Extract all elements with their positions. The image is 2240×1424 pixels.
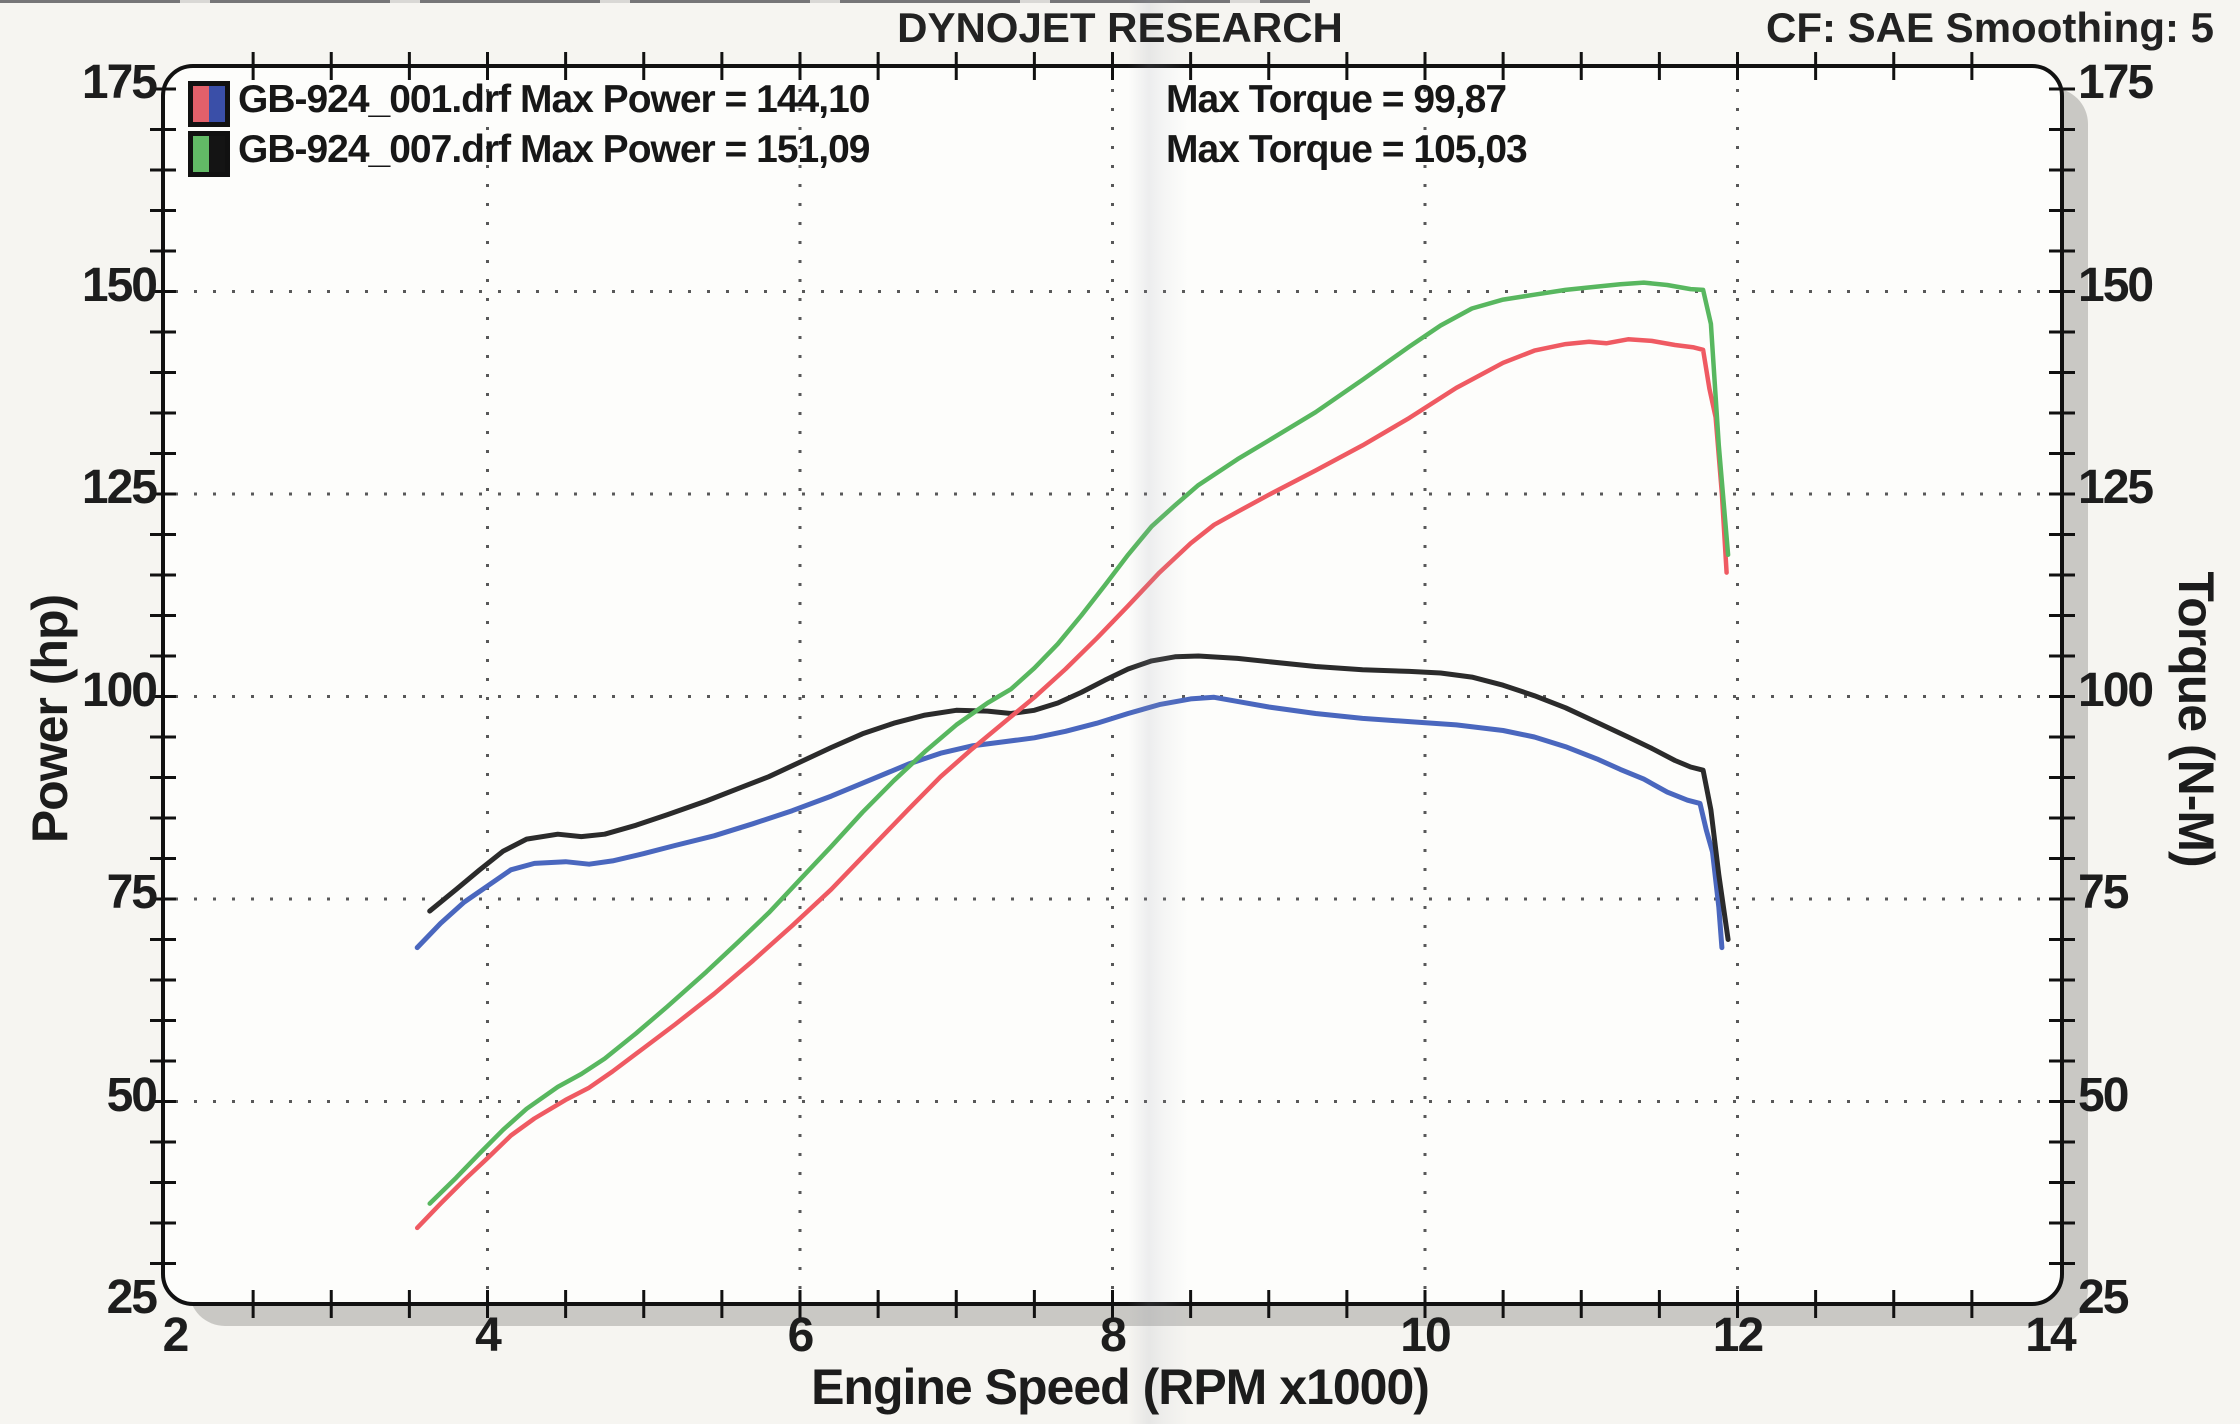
- legend-swatch-run007: [188, 131, 230, 177]
- left-axis-title: Power (hp): [22, 594, 78, 844]
- legend-swatch-run001: [188, 81, 230, 127]
- right-axis-tick-label-100: 100: [2078, 663, 2154, 717]
- swatch-power-color-run007: [193, 136, 209, 172]
- x-axis-title: Engine Speed (RPM x1000): [811, 1359, 1430, 1415]
- axis-ticks: [150, 52, 2075, 1318]
- swatch-torque-color-run001: [209, 86, 225, 122]
- legend-label-run001: GB-924_001.drf Max Power = 144,10: [238, 78, 870, 121]
- x-axis-tick-label-10: 10: [1400, 1309, 1451, 1362]
- right-axis-tick-label-50: 50: [2078, 1068, 2129, 1122]
- left-axis-tick-label-50: 50: [106, 1068, 158, 1122]
- left-axis-tick-label-25: 25: [106, 1271, 158, 1324]
- left-axis-tick-label-75: 75: [106, 866, 158, 919]
- x-axis-tick-label-12: 12: [1712, 1309, 1764, 1362]
- right-axis-tick-label-175: 175: [2078, 56, 2154, 109]
- x-axis-tick-label-6: 6: [787, 1309, 815, 1362]
- right-axis-tick-label-75: 75: [2078, 866, 2129, 919]
- legend-torque-run001: Max Torque = 99,87: [1166, 78, 1507, 121]
- x-axis-tick-label-8: 8: [1100, 1309, 1127, 1362]
- left-axis-tick-label-125: 125: [81, 461, 158, 514]
- x-axis-tick-label-4: 4: [475, 1309, 502, 1362]
- left-axis-tick-label-150: 150: [81, 258, 158, 312]
- legend-label-run007: GB-924_007.drf Max Power = 151,09: [238, 128, 870, 171]
- scan-page-edge-artifact: [0, 0, 1310, 3]
- swatch-torque-color-run007: [209, 136, 225, 172]
- legend-row-run007: GB-924_007.drf Max Power = 151,09 Max To…: [188, 128, 1938, 178]
- right-axis-title: Torque (N-M): [2168, 571, 2224, 867]
- chart-title: DYNOJET RESEARCH: [897, 4, 1343, 51]
- legend-row-run001: GB-924_001.drf Max Power = 144,10 Max To…: [188, 78, 1938, 128]
- curve-gb-924-001-power-hp-: [414, 337, 1729, 1231]
- correction-smoothing-info: CF: SAE Smoothing: 5: [1766, 4, 2214, 51]
- legend-torque-run007: Max Torque = 105,03: [1166, 128, 1528, 171]
- left-axis-tick-label-175: 175: [81, 56, 158, 109]
- curve-gb-924-007-torque-n-m-: [427, 653, 1731, 942]
- right-axis-tick-label-25: 25: [2078, 1271, 2129, 1324]
- right-axis-tick-label-125: 125: [2078, 461, 2154, 514]
- plot-frame: [161, 64, 2064, 1306]
- curve-gb-924-007-power-hp-: [427, 280, 1731, 1206]
- x-axis-tick-label-2: 2: [162, 1309, 190, 1362]
- x-axis-tick-label-14: 14: [2025, 1309, 2076, 1362]
- legend: GB-924_001.drf Max Power = 144,10 Max To…: [188, 78, 1938, 178]
- left-axis-tick-label-100: 100: [81, 663, 158, 717]
- swatch-power-color-run001: [193, 86, 209, 122]
- curve-gb-924-001-torque-n-m-: [414, 694, 1725, 951]
- right-axis-tick-label-150: 150: [2078, 258, 2154, 312]
